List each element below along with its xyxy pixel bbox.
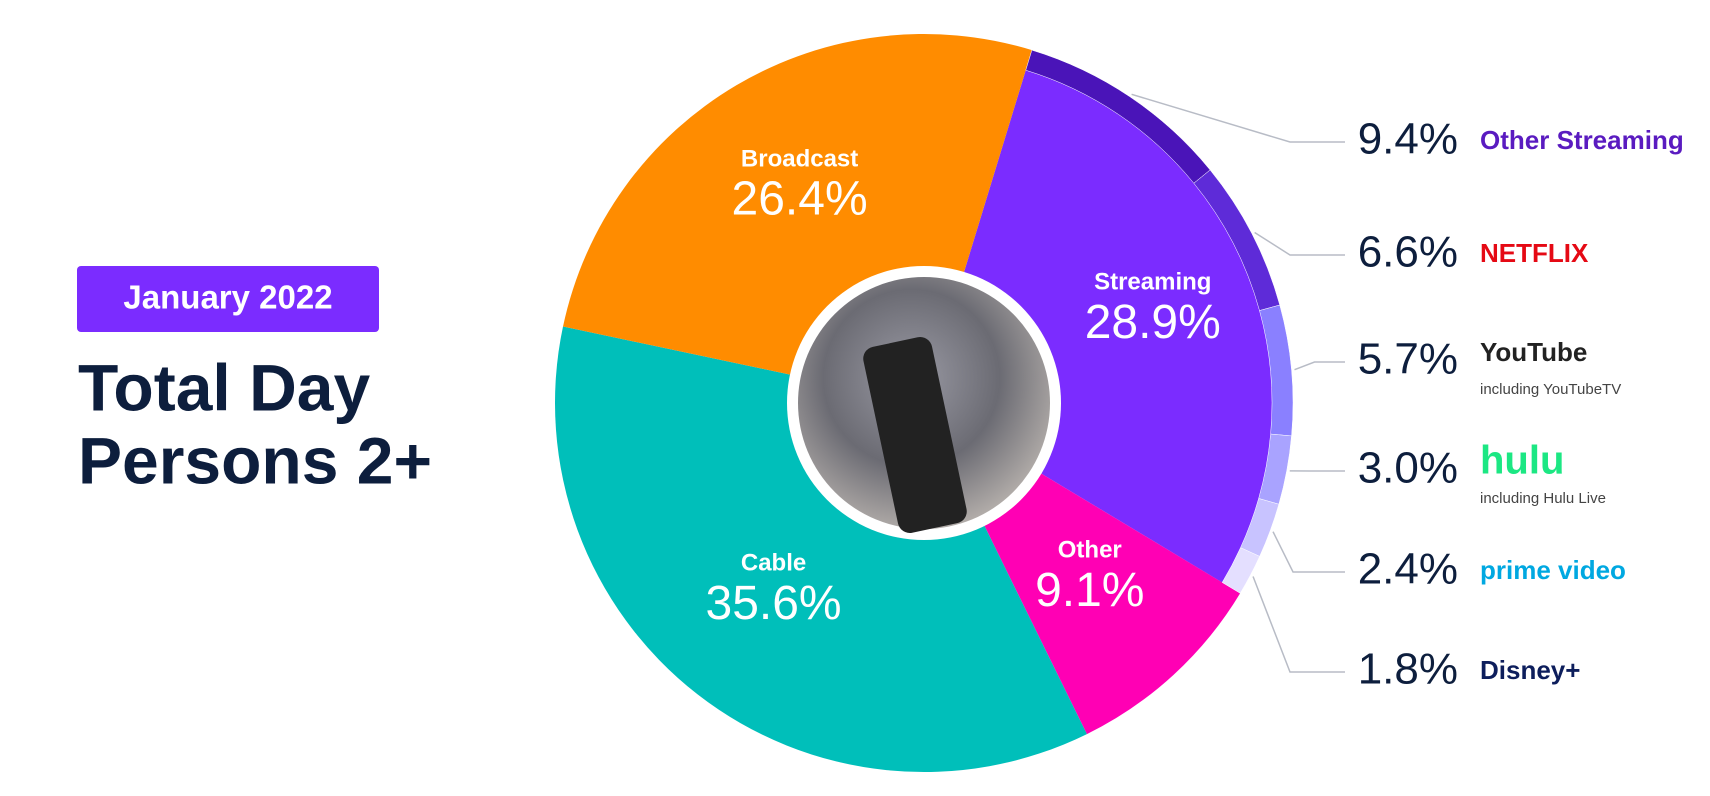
slice-value: 28.9% <box>1085 296 1221 349</box>
slice-value: 9.1% <box>1035 564 1144 617</box>
sub-note: including YouTubeTV <box>1480 381 1621 398</box>
title-line: Total Day <box>78 350 370 424</box>
leader-line <box>1131 93 1345 143</box>
slice-name: Other <box>1058 537 1122 564</box>
sub-name: YouTube <box>1480 337 1587 367</box>
leader-line <box>1254 231 1345 256</box>
title-line: Persons 2+ <box>78 423 432 497</box>
sub-name: Disney+ <box>1480 655 1580 685</box>
sub-name: hulu <box>1480 439 1564 483</box>
sub-name: prime video <box>1480 555 1626 585</box>
remote <box>863 337 967 533</box>
sub-slice <box>1221 547 1260 594</box>
sub-name: NETFLIX <box>1480 238 1589 268</box>
badge: January 2022 <box>123 279 332 316</box>
slice-value: 26.4% <box>732 173 868 226</box>
leader-line <box>1252 576 1345 673</box>
slice <box>555 326 1087 772</box>
sub-value: 2.4% <box>1358 545 1458 594</box>
slice-value: 35.6% <box>706 577 842 630</box>
sub-value: 6.6% <box>1358 228 1458 277</box>
slice-name: Broadcast <box>741 145 858 172</box>
pie <box>555 33 1294 772</box>
leader-line <box>1272 531 1345 573</box>
sub-value: 5.7% <box>1358 335 1458 384</box>
sub-name: Other Streaming <box>1480 125 1684 155</box>
leader-line <box>1294 361 1345 371</box>
slice-name: Cable <box>741 550 806 577</box>
sub-note: including Hulu Live <box>1480 490 1606 507</box>
sub-value: 3.0% <box>1358 444 1458 493</box>
badge-bg <box>77 266 379 332</box>
sub-value: 1.8% <box>1358 645 1458 694</box>
sub-value: 9.4% <box>1358 115 1458 164</box>
slice-name: Streaming <box>1094 269 1211 296</box>
